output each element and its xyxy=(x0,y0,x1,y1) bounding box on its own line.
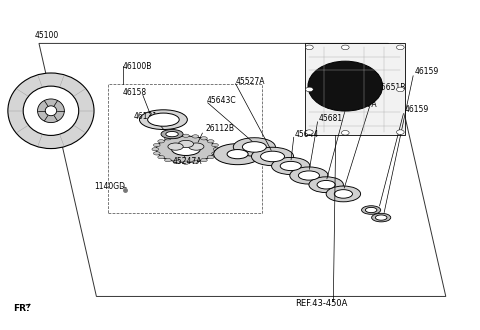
Ellipse shape xyxy=(317,181,335,189)
Ellipse shape xyxy=(189,143,204,150)
Ellipse shape xyxy=(341,130,349,135)
Ellipse shape xyxy=(207,140,214,143)
Ellipse shape xyxy=(201,158,207,162)
Ellipse shape xyxy=(158,140,165,143)
Ellipse shape xyxy=(306,87,313,92)
Ellipse shape xyxy=(372,213,391,222)
Ellipse shape xyxy=(396,130,404,134)
Text: FR.: FR. xyxy=(12,304,29,313)
Text: 45100: 45100 xyxy=(34,31,59,40)
Ellipse shape xyxy=(165,158,171,162)
Ellipse shape xyxy=(158,155,165,159)
Ellipse shape xyxy=(396,87,404,92)
Text: 45644: 45644 xyxy=(295,130,319,139)
Ellipse shape xyxy=(365,207,377,213)
Ellipse shape xyxy=(8,73,94,148)
Ellipse shape xyxy=(309,177,343,193)
Text: 1140GD: 1140GD xyxy=(94,182,125,191)
Ellipse shape xyxy=(308,61,383,111)
Text: 45681: 45681 xyxy=(319,115,343,123)
Text: 45527A: 45527A xyxy=(235,77,264,86)
Ellipse shape xyxy=(154,152,160,155)
Text: 46159: 46159 xyxy=(405,105,430,114)
Ellipse shape xyxy=(161,129,183,139)
Ellipse shape xyxy=(178,140,193,148)
Ellipse shape xyxy=(192,160,199,164)
Ellipse shape xyxy=(212,152,218,155)
Text: 46158: 46158 xyxy=(123,88,147,97)
Text: 46131: 46131 xyxy=(134,112,158,121)
Text: 46159: 46159 xyxy=(415,67,439,76)
Ellipse shape xyxy=(166,131,178,137)
Ellipse shape xyxy=(242,142,266,152)
Ellipse shape xyxy=(207,155,214,159)
Ellipse shape xyxy=(154,144,160,147)
Ellipse shape xyxy=(290,167,328,184)
Ellipse shape xyxy=(165,137,171,140)
Ellipse shape xyxy=(326,186,360,202)
Text: 46100B: 46100B xyxy=(123,62,152,71)
Ellipse shape xyxy=(152,148,158,151)
Ellipse shape xyxy=(375,215,387,220)
Ellipse shape xyxy=(299,171,320,180)
Ellipse shape xyxy=(361,206,381,214)
Text: 26112B: 26112B xyxy=(205,124,235,133)
Ellipse shape xyxy=(272,157,310,175)
Ellipse shape xyxy=(201,137,207,140)
Ellipse shape xyxy=(173,160,180,164)
Ellipse shape xyxy=(341,45,349,49)
Ellipse shape xyxy=(45,106,57,116)
Text: 45643C: 45643C xyxy=(206,96,236,105)
Ellipse shape xyxy=(37,99,64,123)
Ellipse shape xyxy=(306,45,313,49)
Text: 45577A: 45577A xyxy=(348,100,377,109)
Ellipse shape xyxy=(182,134,189,137)
Ellipse shape xyxy=(396,45,404,49)
Ellipse shape xyxy=(212,144,218,147)
Text: 46155: 46155 xyxy=(250,145,274,154)
Ellipse shape xyxy=(233,138,276,156)
Ellipse shape xyxy=(261,151,285,162)
Ellipse shape xyxy=(140,110,187,129)
Ellipse shape xyxy=(148,113,179,126)
Ellipse shape xyxy=(168,143,183,150)
Ellipse shape xyxy=(227,149,248,159)
Ellipse shape xyxy=(213,148,220,151)
Ellipse shape xyxy=(280,161,301,171)
Ellipse shape xyxy=(252,147,294,166)
Ellipse shape xyxy=(173,135,180,138)
Ellipse shape xyxy=(192,135,199,138)
Polygon shape xyxy=(305,44,405,135)
Ellipse shape xyxy=(214,144,262,165)
Ellipse shape xyxy=(171,143,200,155)
Ellipse shape xyxy=(156,136,216,162)
Text: 45247A: 45247A xyxy=(173,157,203,166)
Ellipse shape xyxy=(334,190,352,198)
Ellipse shape xyxy=(306,130,313,134)
Text: 45651B: 45651B xyxy=(376,83,406,92)
Ellipse shape xyxy=(182,161,189,164)
Text: REF.43-450A: REF.43-450A xyxy=(295,299,348,308)
Ellipse shape xyxy=(23,86,79,135)
